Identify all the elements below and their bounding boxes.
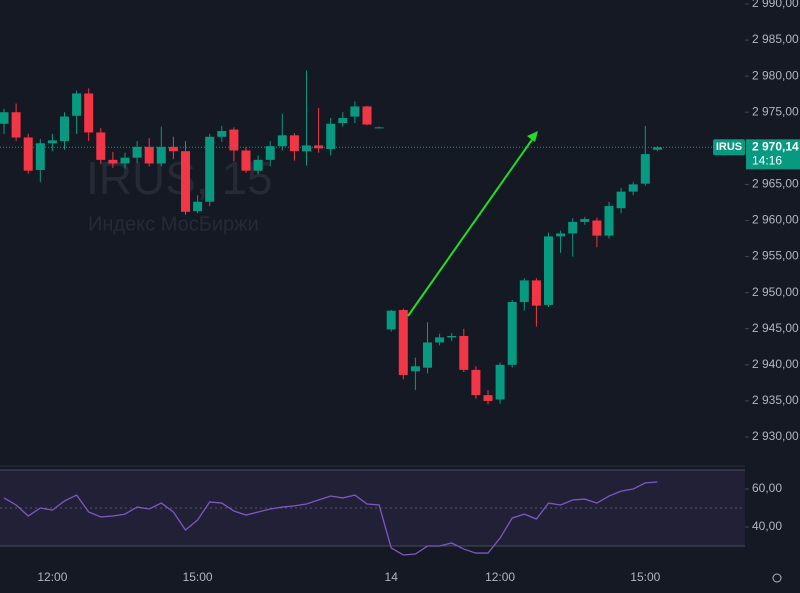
candle-body	[483, 395, 493, 401]
candle-body	[628, 184, 638, 192]
candle-body	[471, 369, 481, 396]
candle-body	[168, 146, 178, 152]
candle-body	[459, 335, 469, 370]
x-tick-label: 12:00	[37, 570, 67, 584]
candle-body	[616, 191, 626, 209]
y-tick-label: 2 980,00	[752, 68, 799, 82]
candle-body	[35, 143, 45, 170]
candle-body	[289, 135, 299, 152]
symbol-label: IRUS	[716, 141, 742, 153]
candle-body	[640, 154, 650, 184]
candle-body	[229, 129, 239, 151]
candle-body	[435, 337, 445, 343]
candle-body	[386, 310, 396, 330]
candle-body	[544, 236, 553, 305]
y-tick-label: 2 975,00	[752, 104, 799, 118]
candle-body	[531, 280, 541, 306]
candle-body	[60, 116, 69, 142]
countdown-label: 14:16	[752, 153, 782, 167]
candle-body	[592, 220, 602, 236]
arrow-head	[527, 131, 538, 142]
candle-body	[0, 112, 9, 124]
x-tick-label: 12:00	[485, 570, 515, 584]
candle-body	[374, 127, 384, 129]
y-tick-label: 2 985,00	[752, 32, 799, 46]
candle-body	[302, 145, 311, 152]
y-tick-label: 2 935,00	[752, 393, 799, 407]
candle-body	[277, 135, 287, 147]
last-price-label: 2 970,14	[752, 139, 799, 153]
rsi-line	[3, 481, 658, 556]
x-tick-label: 15:00	[630, 570, 660, 584]
candle-body	[217, 130, 227, 137]
candle-body	[11, 112, 21, 138]
watermark-subtitle: Индекс МосБиржи	[88, 213, 259, 235]
candle-body	[362, 106, 372, 125]
y-tick-label: 2 990,00	[752, 0, 799, 10]
candle-body	[338, 118, 348, 124]
settings-icon[interactable]	[772, 573, 782, 583]
y-tick-label: 2 940,00	[752, 357, 799, 371]
candle-body	[205, 136, 215, 202]
candle-body	[84, 93, 94, 133]
candle-body	[423, 342, 432, 368]
x-tick-label: 15:00	[183, 570, 213, 584]
candle-body	[447, 335, 457, 338]
candle-body	[253, 159, 263, 171]
y-tick-label: 2 950,00	[752, 285, 799, 299]
candle-body	[156, 146, 166, 164]
candle-body	[265, 146, 275, 160]
y-tick-label: 2 945,00	[752, 321, 799, 335]
candle-body	[108, 159, 118, 164]
candle-body	[72, 93, 82, 116]
candle-body	[96, 132, 106, 160]
price-box	[746, 139, 800, 170]
y-tick-label: 2 960,00	[752, 213, 799, 227]
y-tick-label: 2 930,00	[752, 429, 799, 443]
x-tick-label: 14	[385, 570, 399, 584]
trend-arrow	[407, 133, 537, 317]
candle-body	[120, 157, 130, 164]
candle-body	[326, 123, 336, 150]
candle-body	[519, 280, 529, 303]
candle-body	[144, 146, 154, 164]
candle-body	[181, 151, 190, 212]
candle-body	[604, 206, 614, 236]
y-tick-label: 2 955,00	[752, 249, 799, 263]
y-tick-label: 60,00	[752, 481, 782, 495]
candle-body	[410, 366, 420, 372]
candle-body	[47, 140, 57, 144]
candle-body	[398, 309, 408, 375]
candle-body	[193, 201, 203, 212]
y-tick-label: 40,00	[752, 519, 782, 533]
candle-body	[241, 150, 251, 171]
candle-body	[23, 137, 33, 171]
candle-body	[568, 221, 578, 234]
candle-body	[652, 147, 662, 150]
candle-body	[507, 302, 517, 365]
candle-body	[495, 364, 505, 400]
candle-body	[580, 219, 590, 222]
candle-body	[556, 233, 566, 237]
candle-body	[350, 106, 360, 117]
symbol-box	[713, 139, 745, 156]
y-tick-label: 2 965,00	[752, 177, 799, 191]
candle-body	[132, 146, 142, 158]
